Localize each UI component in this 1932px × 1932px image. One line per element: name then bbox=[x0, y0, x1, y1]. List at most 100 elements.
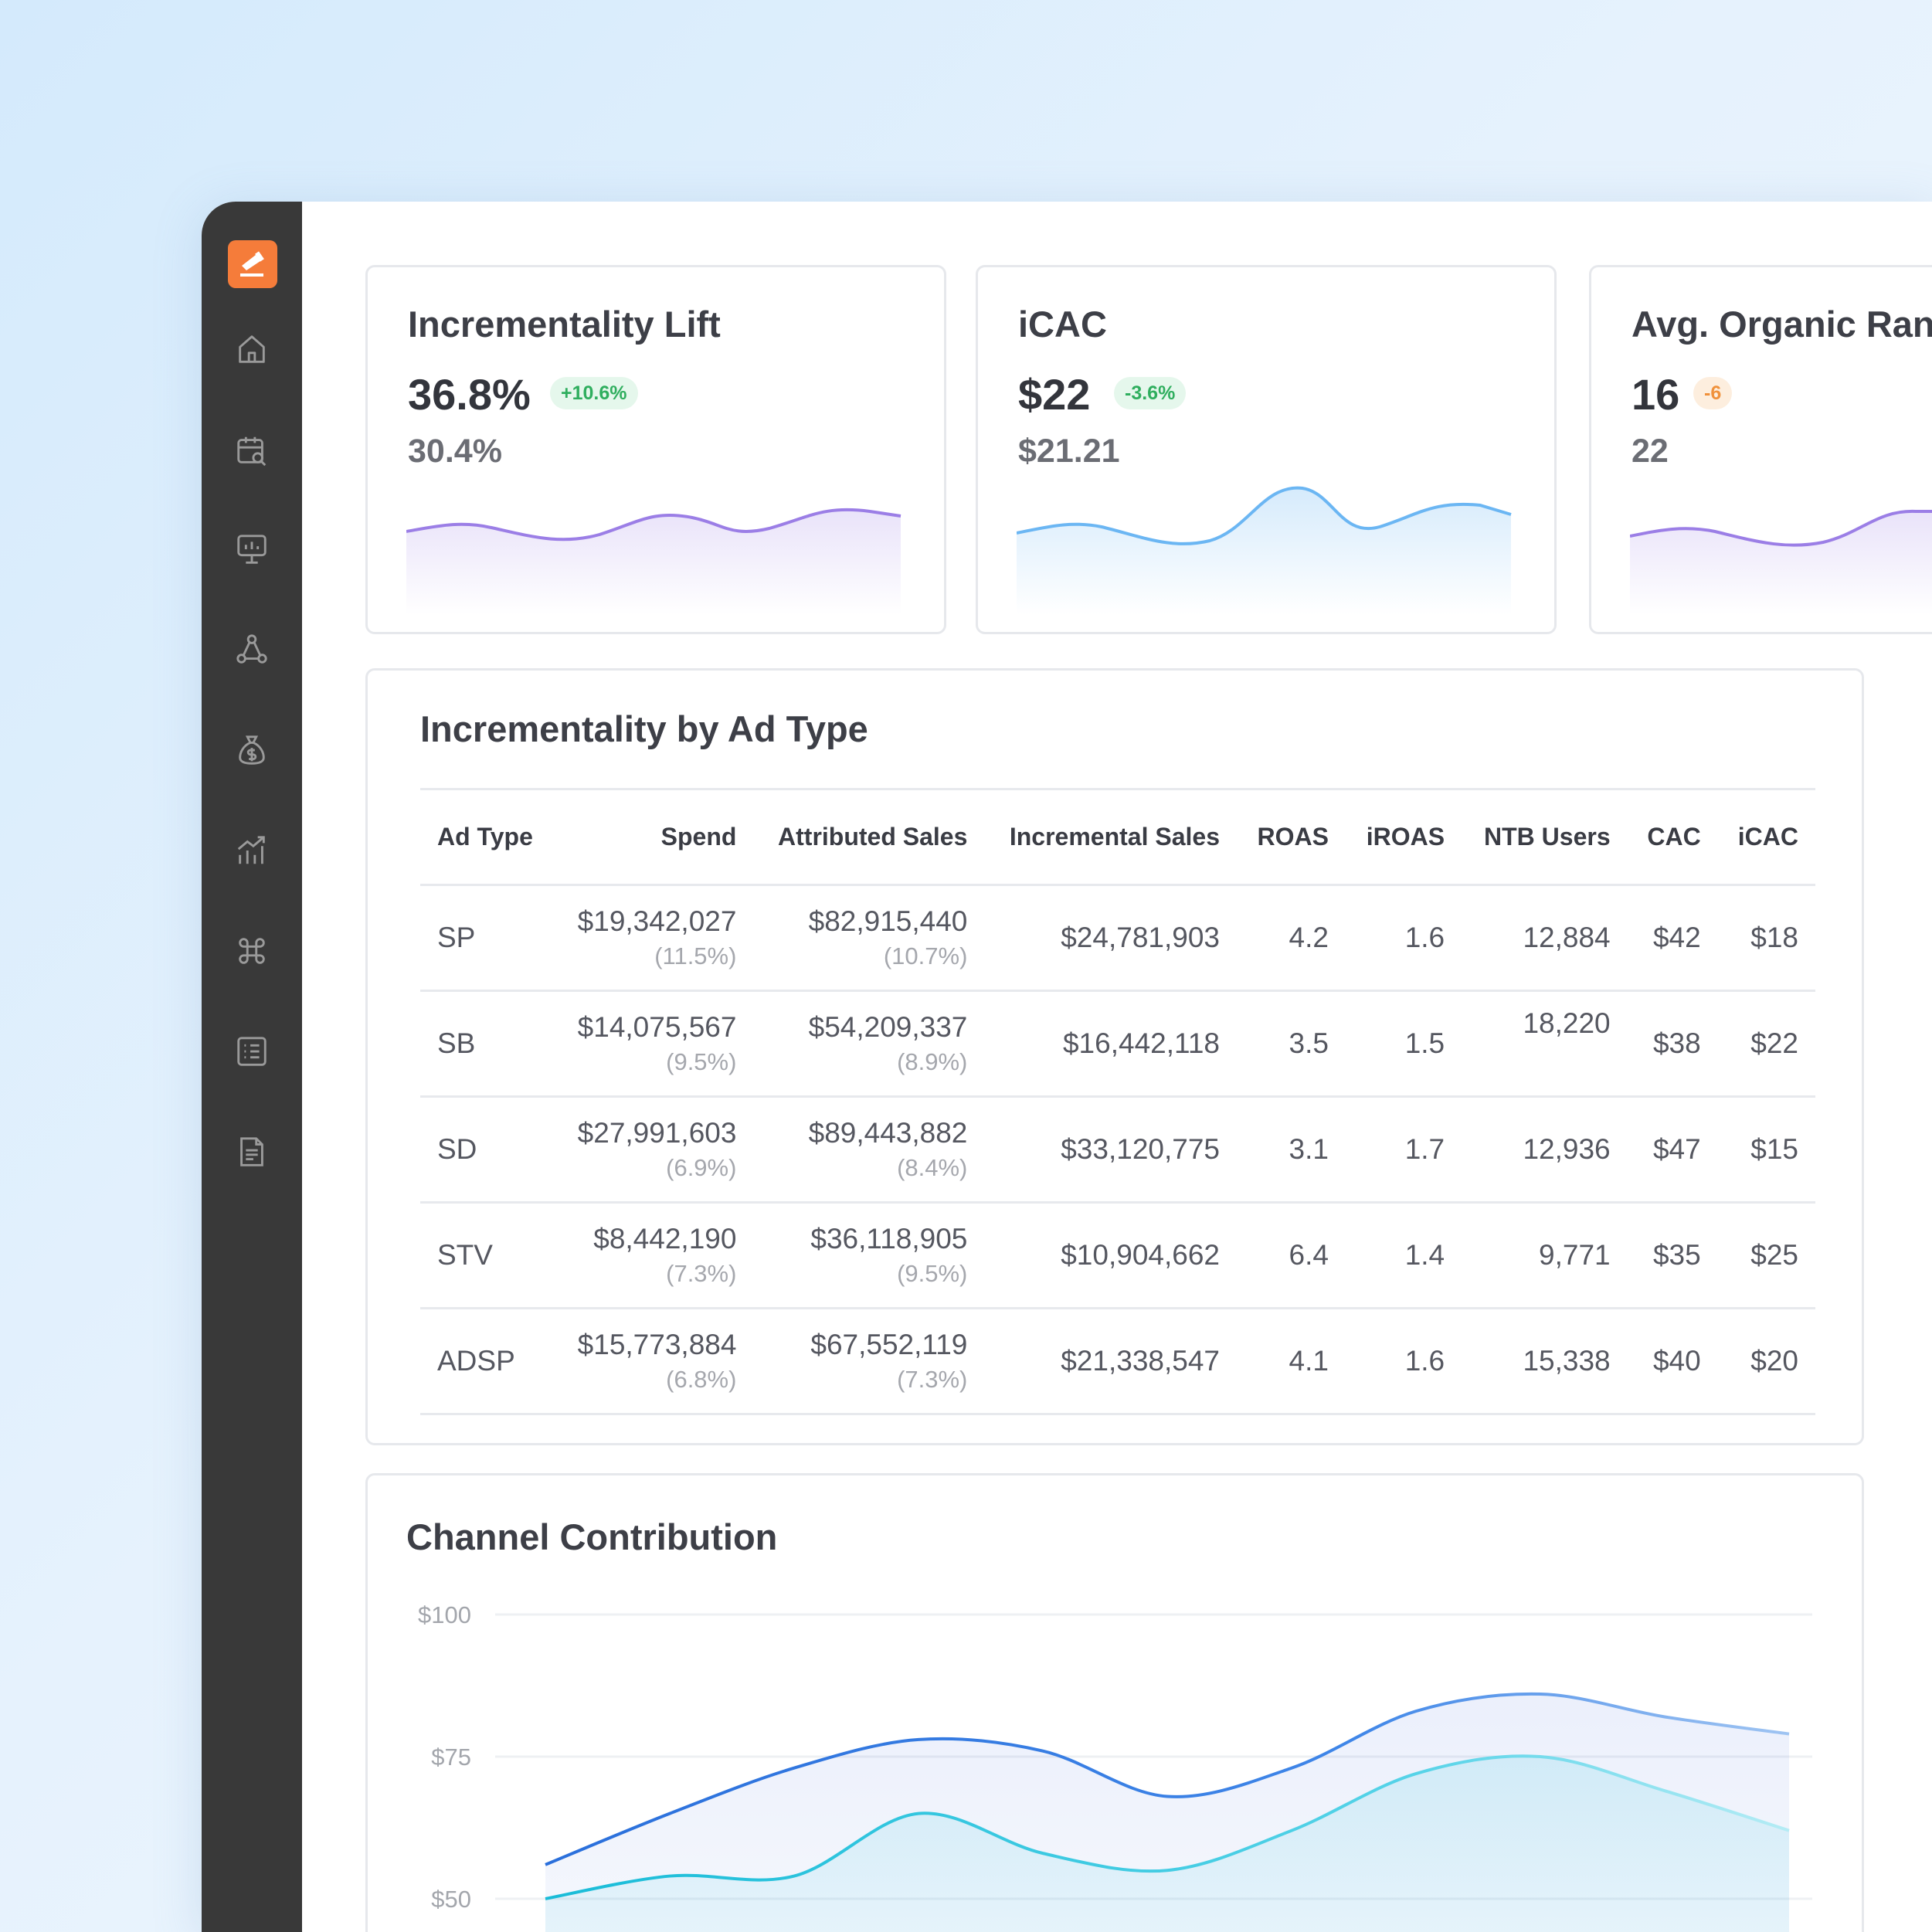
table-row[interactable]: SB $14,075,567 (9.5%) $54,209,337 (8.9%) $… bbox=[420, 990, 1815, 1098]
command-icon[interactable] bbox=[233, 932, 270, 969]
incrementality-table: Ad Type Spend Attributed Sales Increment… bbox=[420, 788, 1815, 1415]
table-row[interactable]: ADSP $15,773,884 (6.8%) $67,552,119 (7.3%)… bbox=[420, 1308, 1815, 1415]
cell-cac: $38 bbox=[1627, 990, 1718, 1098]
cell-icac: $15 bbox=[1717, 1096, 1815, 1204]
money-bag-icon[interactable] bbox=[233, 732, 270, 769]
channel-contribution-card: Channel Contribution $100 $75 $50 bbox=[365, 1473, 1864, 1932]
logo-icon bbox=[240, 251, 264, 277]
y-tick-label: $50 bbox=[431, 1886, 471, 1913]
column-header[interactable]: ROAS bbox=[1237, 788, 1346, 886]
column-header[interactable]: NTB Users bbox=[1462, 788, 1628, 886]
kpi-previous-value: 22 bbox=[1632, 433, 1669, 470]
cell-roas: 3.5 bbox=[1237, 990, 1346, 1098]
cell-iroas: 1.7 bbox=[1345, 1096, 1462, 1204]
sidebar bbox=[202, 202, 302, 1932]
series-area bbox=[545, 1756, 1789, 1932]
app-logo[interactable] bbox=[228, 240, 277, 288]
cell-spend: $15,773,884 (6.8%) bbox=[554, 1308, 754, 1415]
cell-ntb-users: 15,338 bbox=[1462, 1308, 1628, 1415]
kpi-change-badge: -6 bbox=[1693, 377, 1733, 409]
cell-attributed-sales: $54,209,337 (8.9%) bbox=[753, 990, 985, 1098]
growth-chart-icon[interactable] bbox=[233, 832, 270, 869]
y-tick-label: $75 bbox=[431, 1744, 471, 1771]
cell-spend: $8,442,190 (7.3%) bbox=[554, 1202, 754, 1309]
kpi-title: Incrementality Lift bbox=[408, 304, 721, 345]
cell-iroas: 1.6 bbox=[1345, 885, 1462, 992]
column-header[interactable]: iCAC bbox=[1717, 788, 1815, 886]
column-header[interactable]: Spend bbox=[554, 788, 754, 886]
y-tick-label: $100 bbox=[418, 1601, 471, 1628]
column-header[interactable]: Attributed Sales bbox=[753, 788, 985, 886]
section-title: Incrementality by Ad Type bbox=[420, 708, 868, 749]
kpi-sparkline bbox=[1630, 509, 1932, 615]
presentation-icon[interactable] bbox=[233, 531, 270, 568]
cell-incremental-sales: $16,442,118 bbox=[984, 990, 1237, 1098]
table-row[interactable]: STV $8,442,190 (7.3%) $36,118,905 (9.5%) $… bbox=[420, 1202, 1815, 1309]
cell-roas: 4.2 bbox=[1237, 885, 1346, 992]
main-content: Incrementality Lift 36.8% +10.6% 30.4% i… bbox=[302, 202, 1932, 1932]
kpi-value: 16 bbox=[1632, 370, 1680, 419]
column-header[interactable]: Incremental Sales bbox=[984, 788, 1237, 886]
cell-icac: $20 bbox=[1717, 1308, 1815, 1415]
column-header[interactable]: iROAS bbox=[1345, 788, 1462, 886]
column-header[interactable]: CAC bbox=[1627, 788, 1718, 886]
series-line bbox=[545, 1754, 1790, 1900]
cell-ad-type: ADSP bbox=[420, 1308, 555, 1415]
cell-iroas: 1.5 bbox=[1345, 990, 1462, 1098]
cell-attributed-sales: $67,552,119 (7.3%) bbox=[753, 1308, 985, 1415]
network-icon[interactable] bbox=[233, 631, 270, 668]
kpi-previous-value: 30.4% bbox=[408, 433, 502, 470]
cell-ad-type: SD bbox=[420, 1096, 555, 1204]
cell-incremental-sales: $33,120,775 bbox=[984, 1096, 1237, 1204]
channel-contribution-chart: $100 $75 $50 bbox=[418, 1601, 1812, 1932]
cell-cac: $42 bbox=[1627, 885, 1718, 992]
calendar-search-icon[interactable] bbox=[233, 432, 270, 469]
kpi-sparkline bbox=[1017, 486, 1512, 615]
cell-spend: $19,342,027 (11.5%) bbox=[554, 885, 754, 992]
cell-attributed-sales: $82,915,440 (10.7%) bbox=[753, 885, 985, 992]
cell-icac: $22 bbox=[1717, 990, 1815, 1098]
cell-iroas: 1.6 bbox=[1345, 1308, 1462, 1415]
cell-attributed-sales: $36,118,905 (9.5%) bbox=[753, 1202, 985, 1309]
kpi-title: iCAC bbox=[1018, 304, 1107, 345]
document-icon[interactable] bbox=[233, 1133, 270, 1170]
cell-ad-type: SB bbox=[420, 990, 555, 1098]
cell-iroas: 1.4 bbox=[1345, 1202, 1462, 1309]
kpi-card-avg-organic-rank[interactable]: Avg. Organic Ran 16 -6 22 bbox=[1589, 265, 1932, 634]
cell-spend: $14,075,567 (9.5%) bbox=[554, 990, 754, 1098]
cell-icac: $25 bbox=[1717, 1202, 1815, 1309]
table-header-row: Ad Type Spend Attributed Sales Increment… bbox=[420, 788, 1815, 886]
kpi-title: Avg. Organic Ran bbox=[1632, 304, 1932, 345]
kpi-card-incrementality-lift[interactable]: Incrementality Lift 36.8% +10.6% 30.4% bbox=[365, 265, 946, 634]
kpi-sparkline bbox=[406, 508, 901, 615]
cell-icac: $18 bbox=[1717, 885, 1815, 992]
cell-incremental-sales: $24,781,903 bbox=[984, 885, 1237, 992]
cell-ad-type: SP bbox=[420, 885, 555, 992]
kpi-value: 36.8% bbox=[408, 370, 531, 419]
cell-spend: $27,991,603 (6.9%) bbox=[554, 1096, 754, 1204]
cell-incremental-sales: $10,904,662 bbox=[984, 1202, 1237, 1309]
cell-ad-type: STV bbox=[420, 1202, 555, 1309]
home-icon[interactable] bbox=[233, 331, 270, 368]
cell-cac: $47 bbox=[1627, 1096, 1718, 1204]
cell-roas: 4.1 bbox=[1237, 1308, 1346, 1415]
list-icon[interactable] bbox=[233, 1033, 270, 1070]
table-row[interactable]: SP $19,342,027 (11.5%) $82,915,440 (10.7%)… bbox=[420, 885, 1815, 992]
kpi-change-badge: -3.6% bbox=[1114, 377, 1187, 409]
kpi-change-badge: +10.6% bbox=[550, 377, 638, 409]
cell-ntb-users: 12,936 bbox=[1462, 1096, 1628, 1204]
cell-ntb-users: 9,771 bbox=[1462, 1202, 1628, 1309]
chart-title: Channel Contribution bbox=[406, 1516, 778, 1557]
cell-incremental-sales: $21,338,547 bbox=[984, 1308, 1237, 1415]
cell-roas: 3.1 bbox=[1237, 1096, 1346, 1204]
cell-attributed-sales: $89,443,882 (8.4%) bbox=[753, 1096, 985, 1204]
kpi-card-icac[interactable]: iCAC $22 -3.6% $21.21 bbox=[976, 265, 1557, 634]
cell-cac: $35 bbox=[1627, 1202, 1718, 1309]
cell-ntb-users: 18,220 bbox=[1462, 990, 1628, 1098]
kpi-previous-value: $21.21 bbox=[1018, 433, 1120, 470]
kpi-value: $22 bbox=[1018, 370, 1091, 419]
column-header[interactable]: Ad Type bbox=[420, 788, 555, 886]
cell-roas: 6.4 bbox=[1237, 1202, 1346, 1309]
table-row[interactable]: SD $27,991,603 (6.9%) $89,443,882 (8.4%) $… bbox=[420, 1096, 1815, 1204]
incrementality-table-card: Incrementality by Ad Type Ad Type Spend … bbox=[365, 668, 1864, 1445]
